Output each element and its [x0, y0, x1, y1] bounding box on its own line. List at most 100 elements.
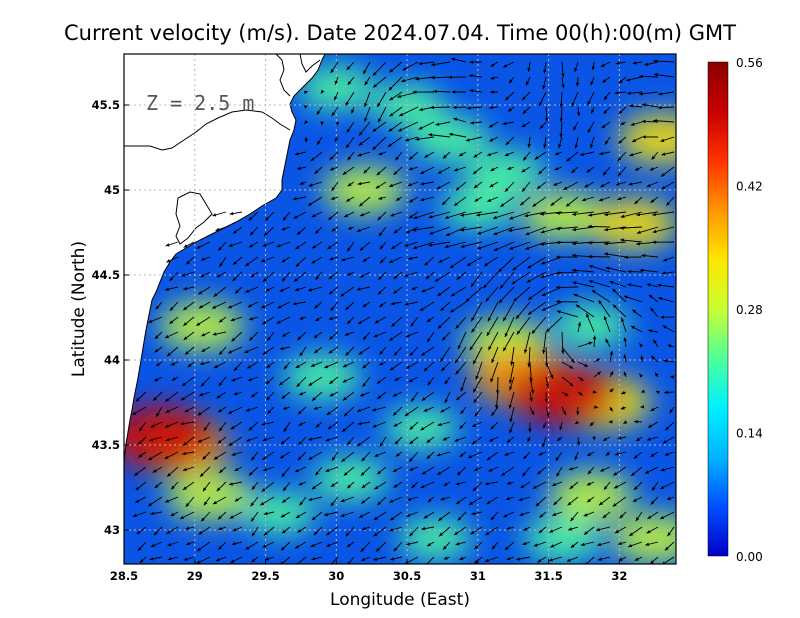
- vector-arrowhead: [428, 215, 433, 219]
- vector-arrowhead: [167, 557, 172, 561]
- vector-arrowhead: [592, 436, 596, 441]
- vector-arrowhead: [362, 364, 367, 369]
- vector-arrowhead: [186, 541, 191, 546]
- vector-arrowhead: [389, 68, 394, 73]
- vector-arrowhead: [281, 472, 286, 477]
- vector-arrowhead: [357, 442, 362, 447]
- vector-arrowhead: [165, 499, 170, 503]
- vector-arrow: [515, 301, 531, 320]
- vector-arrowhead: [360, 548, 365, 552]
- vector-arrowhead: [377, 103, 381, 107]
- vector-arrowhead: [587, 128, 591, 133]
- vector-arrowhead: [534, 156, 539, 160]
- vector-arrowhead: [164, 334, 169, 339]
- vector-arrowhead: [574, 68, 578, 73]
- vector-arrowhead: [327, 245, 332, 249]
- vector-arrowhead: [361, 526, 366, 531]
- vector-arrowhead: [228, 410, 233, 414]
- vector-arrowhead: [315, 471, 319, 476]
- vector-arrowhead: [558, 144, 562, 149]
- vector-arrowhead: [311, 557, 316, 561]
- vector-arrowhead: [629, 532, 634, 536]
- vector-arrowhead: [522, 472, 526, 477]
- vector-arrowhead: [182, 486, 187, 490]
- vector-arrowhead: [404, 243, 409, 247]
- vector-arrowhead: [376, 171, 381, 176]
- vector-arrowhead: [228, 243, 233, 247]
- vector-arrowhead: [508, 404, 513, 409]
- vector-arrowhead: [393, 547, 398, 552]
- vector-arrowhead: [633, 486, 638, 491]
- vector-arrowhead: [358, 141, 363, 146]
- vector-arrowhead: [347, 156, 352, 161]
- vector-arrowhead: [556, 271, 560, 275]
- vector-arrowhead: [361, 500, 366, 504]
- speed-patch: [410, 115, 490, 163]
- x-axis-label: Longitude (East): [330, 590, 470, 610]
- vector-arrowhead: [283, 427, 288, 432]
- vector-arrowhead: [373, 557, 378, 561]
- vector-arrowhead: [228, 442, 233, 446]
- vector-arrowhead: [328, 349, 333, 354]
- vector-arrowhead: [212, 305, 217, 309]
- vector-arrow: [296, 556, 307, 564]
- vector-arrowhead: [609, 371, 614, 376]
- vector-arrowhead: [457, 345, 461, 350]
- vector-arrowhead: [420, 182, 425, 186]
- vector-arrowhead: [297, 410, 302, 415]
- vector-arrowhead: [474, 412, 479, 417]
- vector-arrowhead: [329, 335, 333, 340]
- vector-arrowhead: [364, 102, 368, 107]
- vector-arrowhead: [605, 266, 610, 270]
- vector-arrowhead: [488, 105, 493, 110]
- vector-arrowhead: [304, 119, 309, 124]
- vector-arrowhead: [251, 532, 256, 537]
- vector-arrowhead: [420, 484, 425, 488]
- vector-arrowhead: [662, 440, 667, 444]
- vector-arrowhead: [509, 418, 513, 423]
- grid-lines: [124, 54, 676, 564]
- vector-arrowhead: [245, 408, 250, 412]
- vector-arrowhead: [639, 268, 644, 273]
- vector-arrowhead: [218, 526, 223, 531]
- vector-arrow: [531, 316, 547, 335]
- vector-arrowhead: [313, 406, 318, 410]
- vector-arrowhead: [572, 253, 576, 258]
- vector-arrowhead: [427, 338, 431, 343]
- vector-arrowhead: [486, 456, 491, 461]
- vector-arrowhead: [604, 212, 608, 217]
- vector-arrowhead: [164, 424, 169, 428]
- vector-arrowhead: [419, 307, 424, 311]
- vector-arrowhead: [378, 232, 383, 237]
- vector-arrowhead: [476, 213, 481, 217]
- vector-arrowhead: [390, 557, 395, 561]
- speed-patch: [298, 65, 374, 111]
- vector-arrowhead: [419, 107, 424, 112]
- vector-arrowhead: [250, 273, 255, 278]
- vector-arrowhead: [634, 167, 639, 171]
- vector-arrowhead: [645, 470, 650, 474]
- vector-arrowhead: [351, 109, 355, 114]
- vector-arrowhead: [181, 273, 186, 277]
- vector-arrowhead: [645, 542, 650, 546]
- vector-arrowhead: [135, 499, 140, 503]
- vector-arrowhead: [650, 407, 655, 411]
- vector-arrowhead: [334, 96, 338, 101]
- vector-arrowhead: [183, 442, 188, 446]
- vector-arrowhead: [329, 257, 334, 261]
- vector-arrowhead: [230, 559, 235, 563]
- vector-arrowhead: [198, 305, 203, 309]
- vector-arrowhead: [569, 485, 574, 489]
- vector-arrowhead: [150, 511, 155, 516]
- vector-arrowhead: [340, 293, 345, 297]
- vector-arrowhead: [329, 156, 334, 160]
- vector-arrowhead: [218, 515, 222, 520]
- vector-arrowhead: [576, 112, 581, 117]
- vector-arrow: [444, 241, 467, 248]
- vector-arrowhead: [634, 419, 638, 424]
- vector-arrowhead: [431, 62, 436, 67]
- vector-arrowhead: [430, 105, 434, 110]
- vector-arrowhead: [409, 467, 414, 471]
- vector-arrowhead: [231, 541, 236, 546]
- vector-arrowhead: [200, 472, 204, 477]
